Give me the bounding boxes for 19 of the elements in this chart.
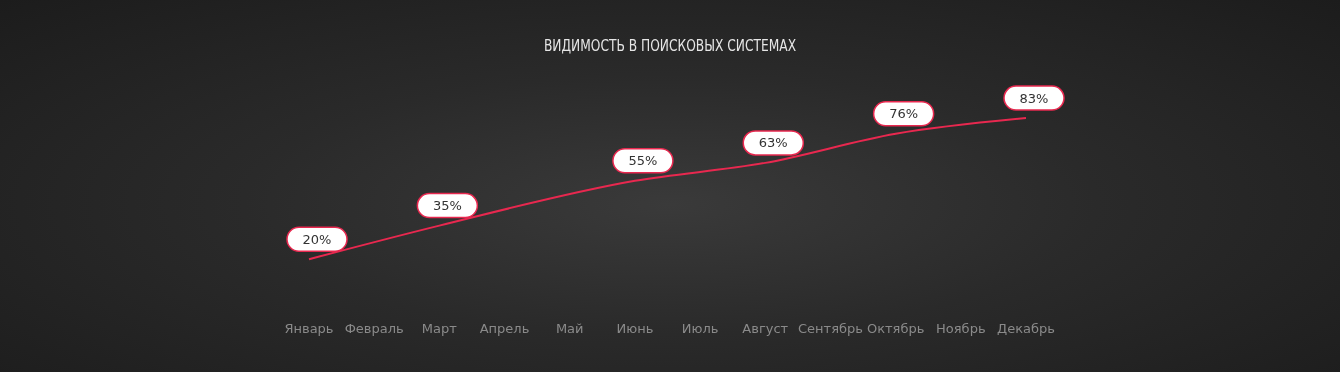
x-tick-label: Август bbox=[742, 321, 789, 337]
data-label: 76% bbox=[889, 106, 919, 122]
x-tick-label: Июнь bbox=[616, 321, 654, 337]
x-tick-label: Апрель bbox=[479, 321, 530, 337]
data-label: 83% bbox=[1019, 90, 1049, 106]
data-label: 20% bbox=[302, 231, 332, 247]
x-tick-label: Март bbox=[421, 321, 458, 337]
data-label: 35% bbox=[432, 198, 462, 214]
x-tick-label: Сентябрь bbox=[798, 321, 863, 337]
x-tick-label: Январь bbox=[284, 321, 334, 337]
x-tick-label: Ноябрь bbox=[936, 321, 986, 337]
x-tick-label: Октябрь bbox=[866, 321, 925, 337]
data-label: 63% bbox=[758, 135, 788, 151]
x-tick-label: Май bbox=[555, 321, 584, 337]
x-tick-label: Июль bbox=[681, 321, 719, 337]
data-label: 55% bbox=[628, 153, 658, 169]
x-tick-label: Февраль bbox=[344, 321, 404, 337]
x-tick-label: Декабрь bbox=[997, 321, 1055, 337]
chart-title: ВИДИМОСТЬ В ПОИСКОВЫХ СИСТЕМАХ bbox=[542, 36, 798, 55]
